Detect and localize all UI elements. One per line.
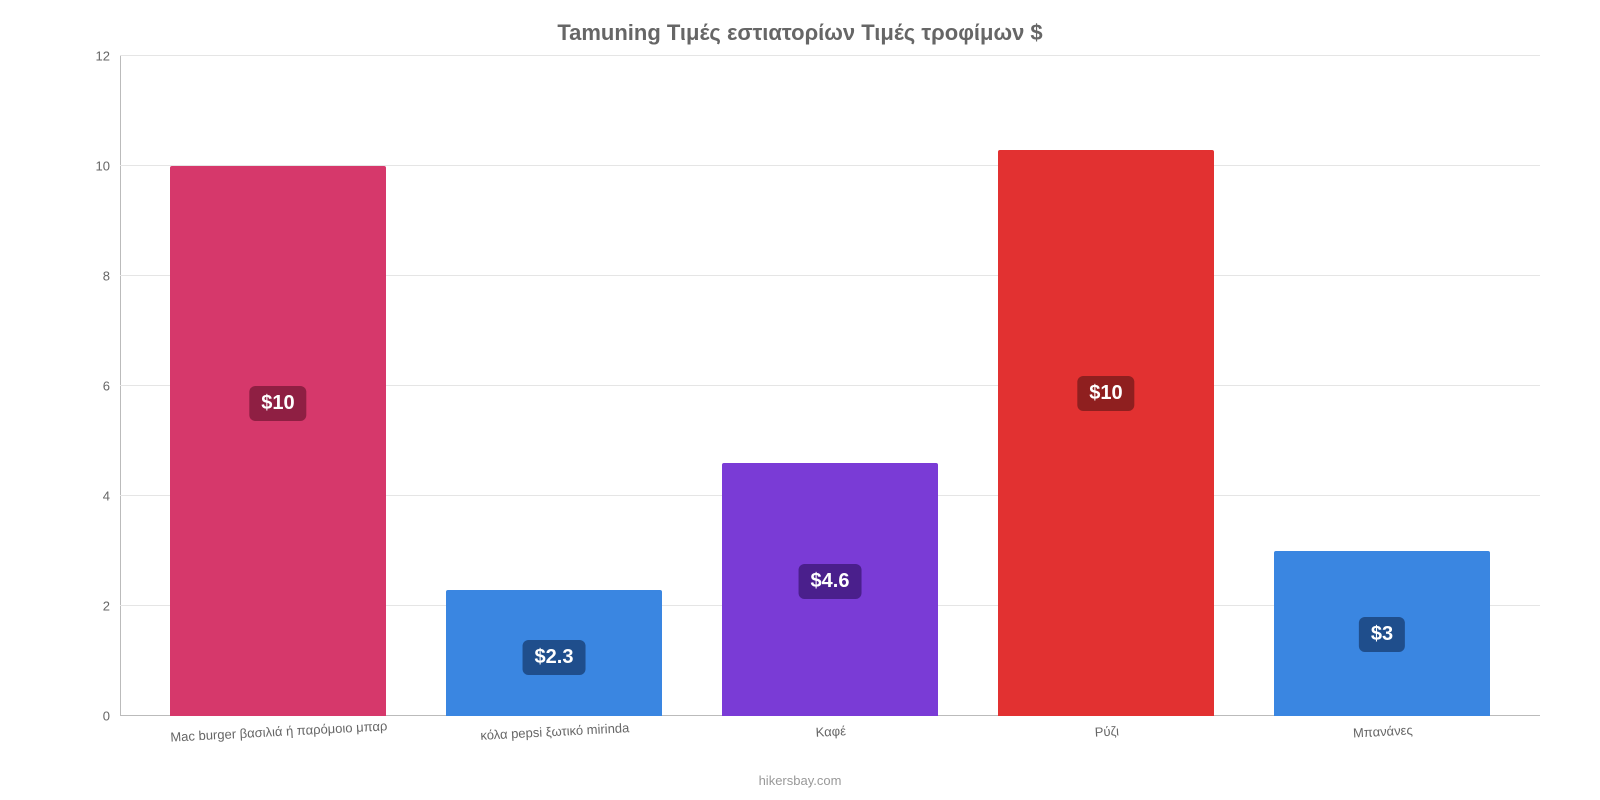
bar-value-label: $10	[249, 386, 306, 421]
bar-value-label: $4.6	[799, 564, 862, 599]
bar-slot: $3	[1244, 56, 1520, 716]
bar-slot: $10	[140, 56, 416, 716]
y-tick-label: 10	[70, 159, 110, 174]
y-tick-label: 8	[70, 269, 110, 284]
y-tick-label: 12	[70, 49, 110, 64]
bar: $3	[1274, 551, 1489, 716]
bar-slot: $2.3	[416, 56, 692, 716]
bar: $4.6	[722, 463, 937, 716]
bar: $10	[170, 166, 385, 716]
chart-title: Tamuning Τιμές εστιατορίων Τιμές τροφίμω…	[40, 20, 1560, 46]
y-tick-label: 0	[70, 709, 110, 724]
y-tick-label: 2	[70, 599, 110, 614]
bar-slot: $10	[968, 56, 1244, 716]
x-axis-labels: Mac burger βασιλιά ή παρόμοιο μπαρκόλα p…	[120, 716, 1540, 739]
bar-value-label: $10	[1077, 376, 1134, 411]
attribution-text: hikersbay.com	[0, 773, 1600, 788]
chart-container: Tamuning Τιμές εστιατορίων Τιμές τροφίμω…	[0, 0, 1600, 800]
plot-area: 024681012 $10$2.3$4.6$10$3 Mac burger βα…	[120, 56, 1540, 716]
y-tick-label: 4	[70, 489, 110, 504]
y-tick-label: 6	[70, 379, 110, 394]
bar-value-label: $2.3	[523, 640, 586, 675]
bar-slot: $4.6	[692, 56, 968, 716]
bar: $10	[998, 150, 1213, 717]
y-axis: 024681012	[70, 56, 110, 716]
bars-group: $10 $2.3 $4.6 $10 $3	[120, 56, 1540, 716]
bar-value-label: $3	[1359, 617, 1405, 652]
bar: $2.3	[446, 590, 661, 717]
